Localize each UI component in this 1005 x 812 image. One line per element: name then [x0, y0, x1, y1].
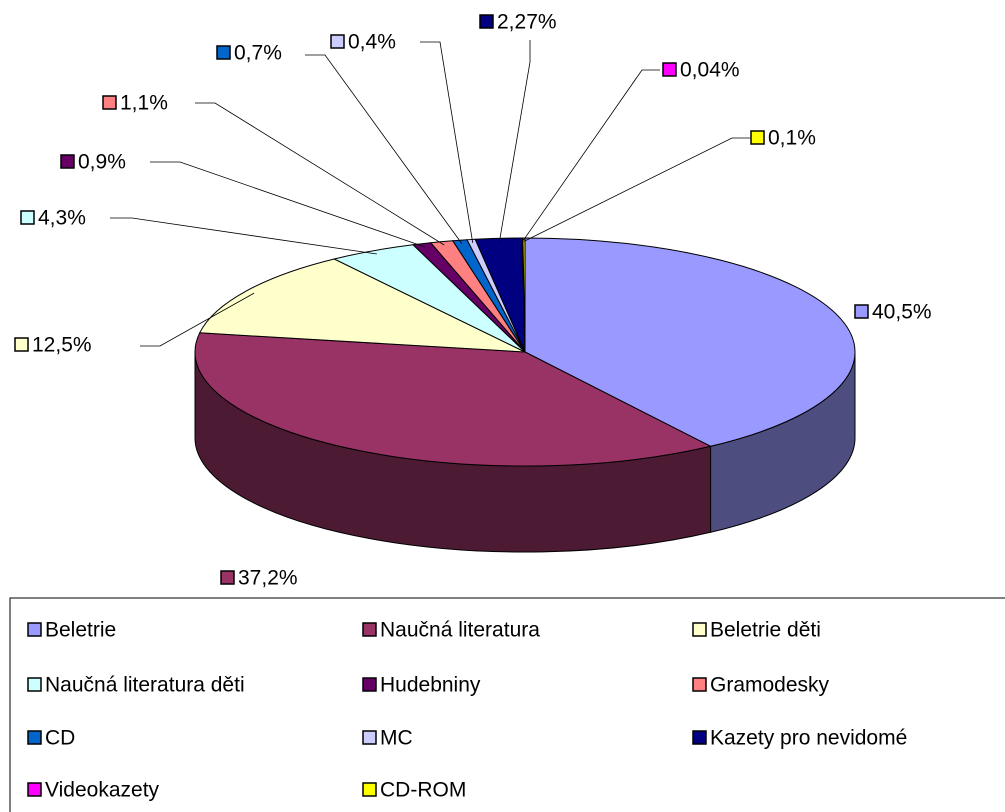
legend-label: CD-ROM: [380, 779, 466, 802]
legend-label: Hudebniny: [380, 674, 481, 697]
legend-swatch: [362, 677, 377, 692]
legend-label: MC: [380, 727, 413, 750]
data-label: 0,04%: [680, 59, 740, 82]
label-swatch: [102, 95, 117, 110]
leader-line: [140, 292, 255, 347]
pie-slice: [194, 332, 713, 467]
label-swatch: [750, 130, 765, 145]
legend-swatch: [362, 782, 377, 797]
data-label: 0,4%: [348, 31, 396, 54]
pie-tops: [194, 237, 856, 467]
data-label: 0,9%: [78, 151, 126, 174]
label-swatch: [330, 34, 345, 49]
legend-swatch: [362, 730, 377, 745]
pie-slice: [524, 237, 856, 447]
legend-swatch: [27, 782, 42, 797]
leader-line: [523, 137, 750, 242]
label-swatch: [854, 304, 869, 319]
leader-line: [195, 102, 445, 246]
legend-label: Kazety pro nevidomé: [710, 727, 907, 750]
leader-line: [150, 161, 426, 248]
data-label: 40,5%: [872, 301, 932, 324]
label-swatch: [14, 337, 29, 352]
legend-label: Gramodesky: [710, 674, 830, 697]
data-label: 0,1%: [768, 127, 816, 150]
legend-swatch: [27, 730, 42, 745]
label-swatch: [60, 154, 75, 169]
legend-label: Naučná literatura děti: [45, 674, 245, 697]
data-label: 12,5%: [32, 334, 92, 357]
data-label: 4,3%: [38, 207, 86, 230]
label-swatch: [220, 570, 235, 585]
data-label: 2,27%: [497, 11, 557, 34]
label-swatch: [20, 210, 35, 225]
legend-swatch: [27, 677, 42, 692]
legend-label: Videokazety: [45, 779, 160, 802]
data-label: 0,7%: [234, 42, 282, 65]
legend-label: CD: [45, 727, 75, 750]
legend-label: Beletrie: [45, 619, 116, 642]
leader-line: [305, 54, 463, 244]
data-label: 37,2%: [238, 567, 298, 590]
legend-swatch: [692, 730, 707, 745]
pie-slice: [198, 258, 526, 353]
leader-line: [522, 69, 660, 242]
legend-label: Naučná literatura: [380, 619, 540, 642]
legend-swatch: [27, 622, 42, 637]
legend-swatch: [692, 622, 707, 637]
leader-line: [110, 217, 377, 255]
data-label: 1,1%: [120, 92, 168, 115]
label-swatch: [216, 45, 231, 60]
legend-box: [9, 597, 1005, 812]
leader-line: [498, 40, 531, 242]
label-swatch: [479, 14, 494, 29]
legend-swatch: [692, 677, 707, 692]
legend-swatch: [362, 622, 377, 637]
legend-label: Beletrie děti: [710, 619, 821, 642]
label-swatch: [662, 62, 677, 77]
leader-line: [420, 41, 474, 243]
